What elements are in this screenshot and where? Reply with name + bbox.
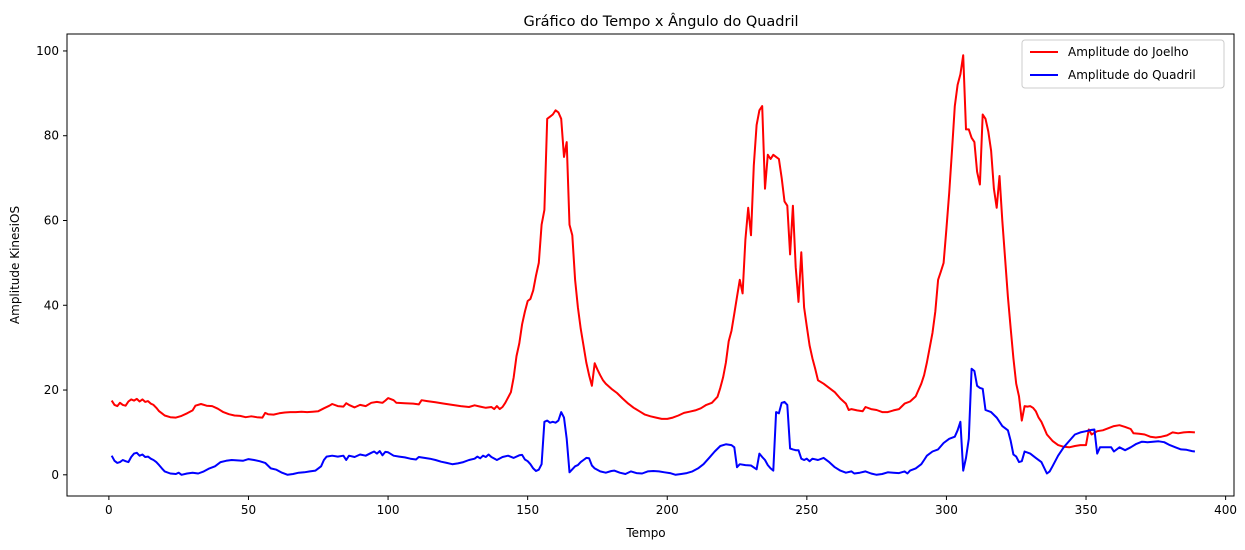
x-tick-label: 250 xyxy=(795,503,818,517)
y-axis-title: Amplitude KinesiOS xyxy=(8,206,22,324)
y-tick-label: 20 xyxy=(44,383,59,397)
x-tick-label: 350 xyxy=(1075,503,1098,517)
y-tick-label: 40 xyxy=(44,298,59,312)
x-tick-label: 400 xyxy=(1214,503,1237,517)
y-tick-label: 100 xyxy=(36,44,59,58)
x-axis: 0 50 100 150 200 250 300 350 400 xyxy=(105,496,1237,517)
x-tick-label: 50 xyxy=(241,503,256,517)
y-tick-label: 0 xyxy=(51,468,59,482)
legend: Amplitude do Joelho Amplitude do Quadril xyxy=(1021,39,1225,89)
y-axis: 0 20 40 60 80 100 xyxy=(36,44,67,482)
chart-title: Gráfico do Tempo x Ângulo do Quadril xyxy=(523,12,798,30)
legend-box xyxy=(1021,39,1225,89)
x-tick-label: 100 xyxy=(377,503,400,517)
x-tick-label: 150 xyxy=(516,503,539,517)
plot-lines xyxy=(110,54,1196,476)
y-tick-label: 60 xyxy=(44,213,59,227)
legend-label-joelho: Amplitude do Joelho xyxy=(1068,45,1189,59)
series-line-joelho xyxy=(110,54,1195,449)
legend-label-quadril: Amplitude do Quadril xyxy=(1068,68,1196,82)
x-tick-label: 300 xyxy=(935,503,958,517)
x-tick-label: 200 xyxy=(656,503,679,517)
series-line-quadril xyxy=(110,367,1196,476)
y-tick-label: 80 xyxy=(44,129,59,143)
x-tick-label: 0 xyxy=(105,503,113,517)
plot-frame xyxy=(66,33,1235,497)
x-axis-title: Tempo xyxy=(625,526,665,540)
